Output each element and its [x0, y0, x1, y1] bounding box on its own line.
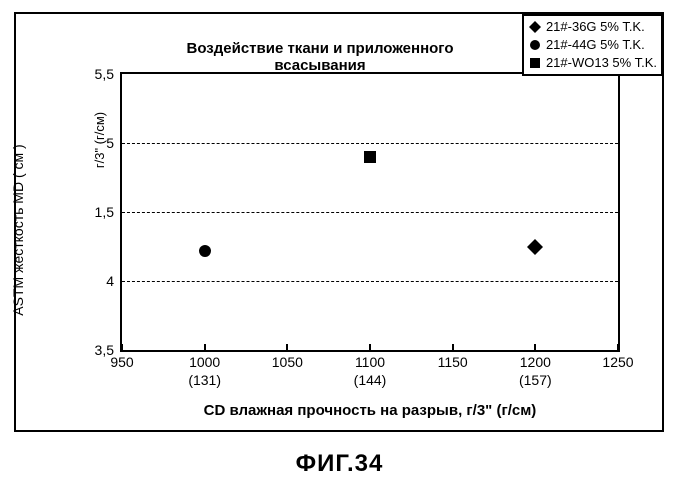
x-tick — [617, 344, 619, 352]
x-tick-label: 950 — [92, 354, 152, 370]
x-tick — [121, 344, 123, 352]
grid-line — [122, 143, 618, 144]
x-tick-sublabel: (131) — [175, 372, 235, 388]
legend-label: 21#-WO13 5% T.K. — [546, 54, 657, 72]
legend-swatch — [528, 20, 542, 34]
data-point — [527, 239, 543, 255]
x-tick-label: 1000 — [175, 354, 235, 370]
x-tick — [204, 344, 206, 352]
x-axis-label: CD влажная прочность на разрыв, г/3" (г/… — [120, 402, 620, 419]
x-tick-label: 1100 — [340, 354, 400, 370]
x-tick — [286, 344, 288, 352]
legend-label: 21#-36G 5% T.K. — [546, 18, 645, 36]
legend-swatch — [528, 56, 542, 70]
y-tick-label: 4 — [70, 273, 114, 289]
chart-title: Воздействие ткани и приложенного всасыва… — [140, 40, 500, 74]
legend-item: 21#-WO13 5% T.K. — [528, 54, 657, 72]
x-tick-label: 1150 — [423, 354, 483, 370]
plot-area — [120, 72, 620, 352]
y-tick-label: 1,5 — [70, 204, 114, 220]
x-tick — [369, 344, 371, 352]
y-axis-label-outer: ASTM жесткость MD ( см ) — [10, 100, 26, 360]
data-point — [199, 245, 211, 257]
x-tick-sublabel: (144) — [340, 372, 400, 388]
x-tick — [534, 344, 536, 352]
legend-item: 21#-36G 5% T.K. — [528, 18, 657, 36]
figure-caption: ФИГ.34 — [0, 450, 679, 478]
grid-line — [122, 281, 618, 282]
data-point — [364, 151, 376, 163]
y-tick-label: 5,5 — [70, 66, 114, 82]
x-tick-label: 1050 — [257, 354, 317, 370]
x-tick-label: 1200 — [505, 354, 565, 370]
x-tick-sublabel: (157) — [505, 372, 565, 388]
legend-swatch — [528, 38, 542, 52]
legend-label: 21#-44G 5% T.K. — [546, 36, 645, 54]
grid-line — [122, 212, 618, 213]
x-tick-label: 1250 — [588, 354, 648, 370]
legend: 21#-36G 5% T.K.21#-44G 5% T.K.21#-WO13 5… — [522, 14, 663, 76]
x-tick — [452, 344, 454, 352]
legend-item: 21#-44G 5% T.K. — [528, 36, 657, 54]
y-tick-label: 5 — [70, 135, 114, 151]
